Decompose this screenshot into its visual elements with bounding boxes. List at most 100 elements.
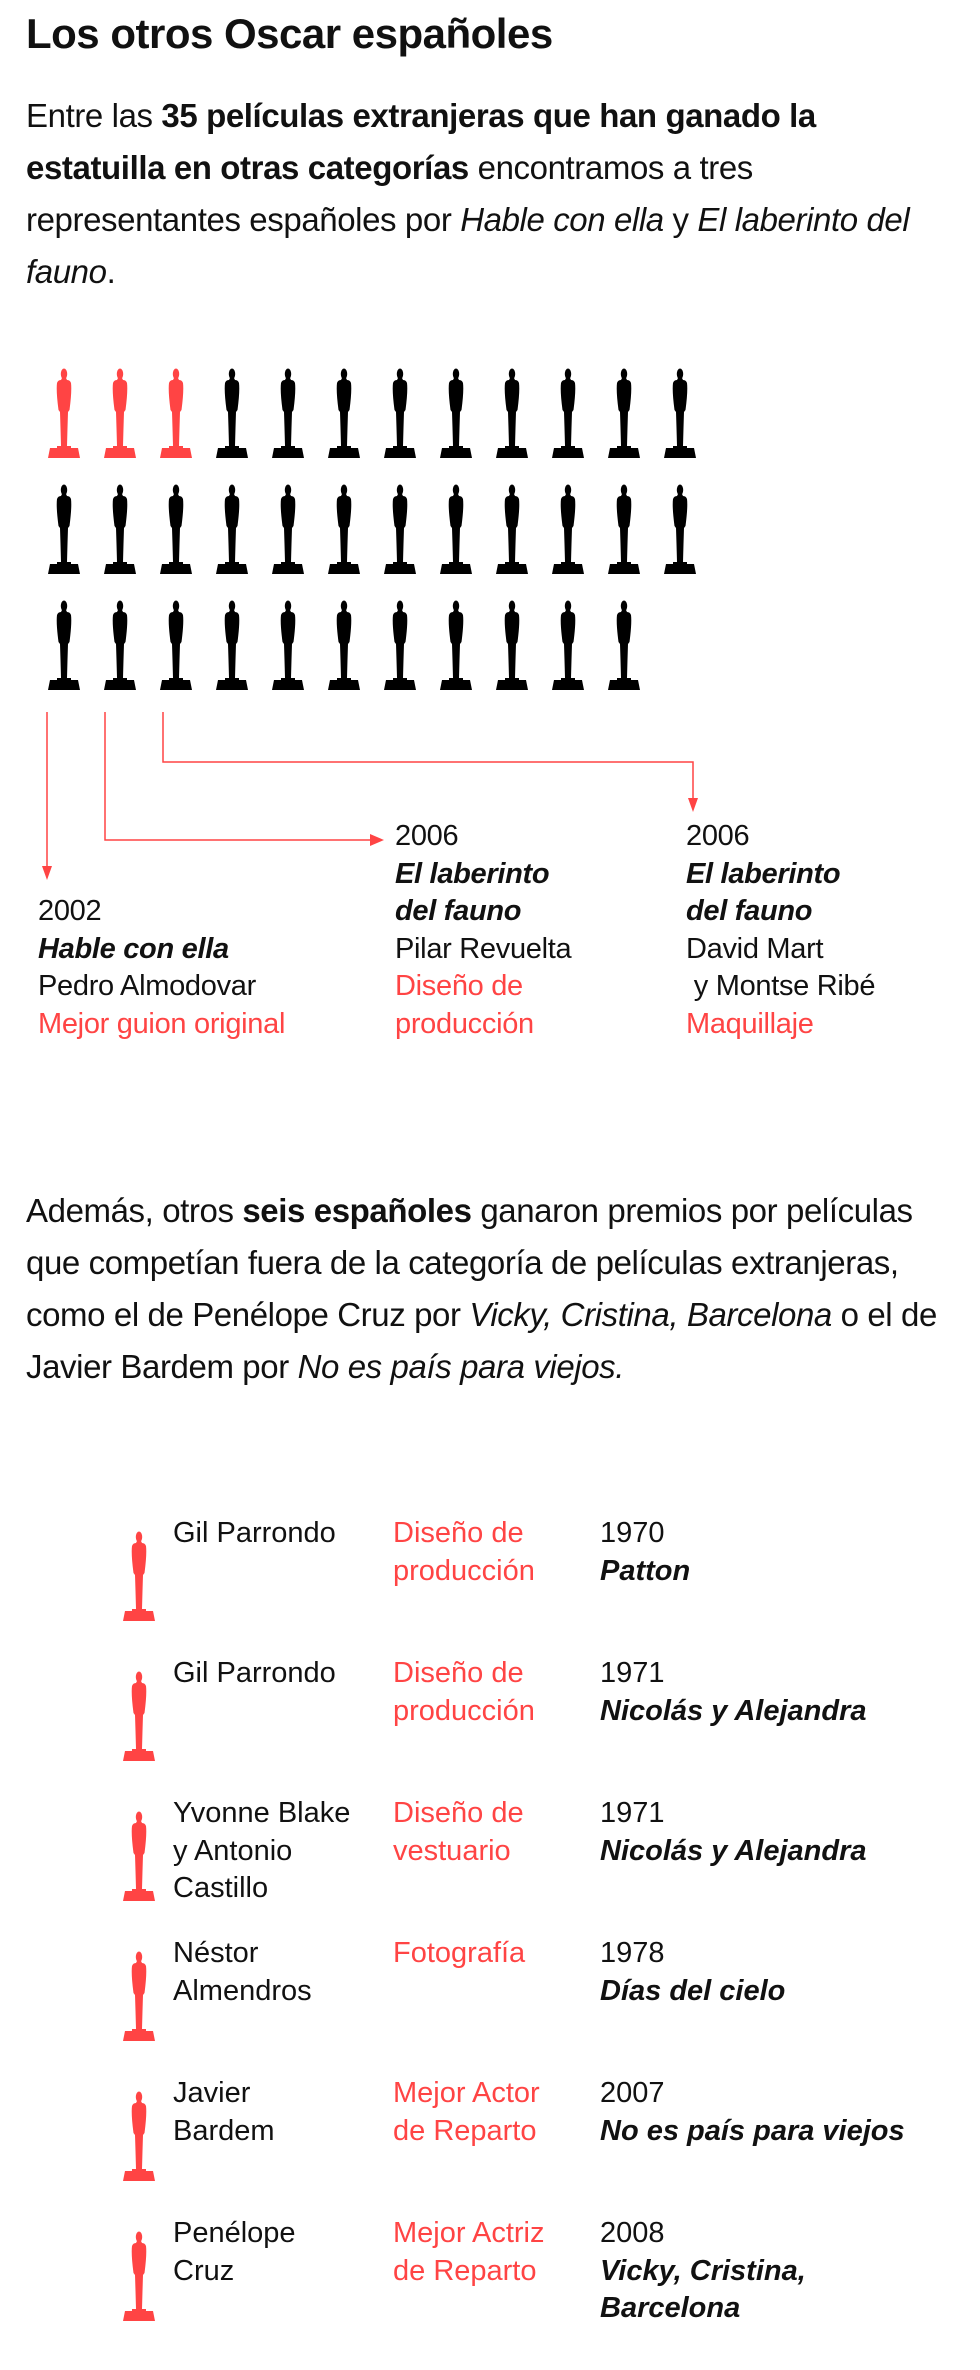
- winner-name: David Mart: [686, 932, 824, 965]
- award-row: Penélope Cruz Mejor Actriz de Reparto 2008 Vi…: [0, 2215, 980, 2355]
- award-category: Diseño de vestuario: [393, 1795, 583, 1870]
- film-title: 1978 Días del cielo: [600, 1935, 960, 2010]
- intro-text: y: [663, 201, 698, 238]
- winner-name: y Montse Ribé: [686, 970, 876, 1002]
- arrow-head-1: [42, 866, 52, 880]
- award-category: Mejor Actor de Reparto: [393, 2075, 583, 2150]
- award-year: 1971: [600, 1657, 665, 1689]
- winner-name-line: Néstor: [173, 1937, 259, 1969]
- film-title: del fauno: [686, 895, 813, 927]
- winner-name-line: Bardem: [173, 2114, 275, 2147]
- para-bold: seis españoles: [242, 1192, 472, 1229]
- award-category-line: Mejor Actor: [393, 2077, 540, 2109]
- award-year: 1970: [600, 1517, 665, 1549]
- oscar-icon: [123, 1531, 155, 1621]
- winner-name: Penélope Cruz: [173, 2215, 373, 2290]
- award-year: 2006: [395, 820, 459, 852]
- award-row: Néstor Almendros Fotografía 1978 Días del ci…: [0, 1935, 980, 2075]
- highlight-block-2002: 2002 Hable con ella Pedro Almodovar Mejo…: [38, 893, 285, 1043]
- film-title-line: Vicky, Cristina,: [600, 2254, 806, 2287]
- para-text: o el de Javier Bardem por: [26, 1296, 937, 1385]
- award-year: 2008: [600, 2217, 665, 2249]
- para-film: Vicky, Cristina, Barcelona: [469, 1296, 832, 1333]
- winner-name: Javier Bardem: [173, 2075, 373, 2150]
- award-category: Fotografía: [393, 1935, 583, 1973]
- highlight-block-2006-production: 2006 El laberinto del fauno Pilar Revuel…: [395, 818, 572, 1043]
- award-category-line: Mejor Actriz: [393, 2217, 545, 2249]
- film-title-line: Nicolás y Alejandra: [600, 1694, 867, 1727]
- spanish-awards-list: Gil Parrondo Diseño de producción 1970 Patto…: [0, 1515, 980, 2355]
- film-title: 2008 Vicky, Cristina, Barcelona: [600, 2215, 960, 2328]
- winner-name: Pilar Revuelta: [395, 932, 572, 965]
- winner-name: Gil Parrondo: [173, 1515, 373, 1553]
- award-category: Diseño de producción: [393, 1515, 583, 1590]
- second-paragraph: Además, otros seis españoles ganaron pre…: [26, 1185, 946, 1393]
- arrow-line-2: [104, 712, 372, 841]
- film-title: 1971 Nicolás y Alejandra: [600, 1795, 960, 1870]
- film-title-line: No es país para viejos: [600, 2114, 905, 2147]
- page-title: Los otros Oscar españoles: [26, 10, 553, 57]
- award-category-line: Diseño de: [393, 1517, 524, 1549]
- award-year: 2007: [600, 2077, 665, 2109]
- award-row: Javier Bardem Mejor Actor de Reparto 2007 No …: [0, 2075, 980, 2215]
- para-text: Además, otros: [26, 1192, 243, 1229]
- award-year: 1978: [600, 1937, 665, 1969]
- intro-text: Entre las: [26, 97, 162, 134]
- award-category-line: Diseño de: [393, 1797, 524, 1829]
- arrow-head-2: [370, 834, 384, 846]
- film-title: El laberinto: [395, 857, 550, 890]
- award-year: 1971: [600, 1797, 665, 1829]
- film-title: del fauno: [395, 895, 522, 927]
- winner-name-line: y Antonio: [173, 1834, 293, 1867]
- oscar-icon: [123, 2091, 155, 2181]
- award-row: Gil Parrondo Diseño de producción 1971 Nicol…: [0, 1655, 980, 1795]
- award-row: Yvonne Blake y Antonio Castillo Diseño de ve…: [0, 1795, 980, 1935]
- film-title-line: Nicolás y Alejandra: [600, 1834, 867, 1867]
- film-title-line: Barcelona: [600, 2292, 741, 2324]
- intro-film: El laberinto del fauno: [26, 201, 910, 290]
- intro-text: encontramos a tres representantes españo…: [26, 149, 753, 238]
- winner-name-line: Cruz: [173, 2254, 235, 2287]
- winner-name: Yvonne Blake y Antonio Castillo: [173, 1795, 373, 1908]
- winner-name: Pedro Almodovar: [38, 970, 256, 1002]
- award-category: Mejor Actriz de Reparto: [393, 2215, 583, 2290]
- award-category-line: producción: [393, 1554, 535, 1587]
- film-title: 2007 No es país para viejos: [600, 2075, 960, 2150]
- winner-name-line: Castillo: [173, 1872, 269, 1904]
- intro-film: Hable con ella: [460, 201, 664, 238]
- award-category-line: vestuario: [393, 1834, 511, 1867]
- winner-name-line: Gil Parrondo: [173, 1657, 336, 1689]
- award-row: Gil Parrondo Diseño de producción 1970 Patto…: [0, 1515, 980, 1655]
- oscar-icon: [123, 1811, 155, 1901]
- oscar-icon: [123, 1951, 155, 2041]
- award-category: Mejor guion original: [38, 1007, 286, 1040]
- award-category: Diseño de producción: [393, 1655, 583, 1730]
- film-title: Hable con ella: [38, 932, 229, 965]
- film-title: 1970 Patton: [600, 1515, 960, 1590]
- para-film: No es país para viejos.: [297, 1348, 625, 1385]
- film-title-line: Días del cielo: [600, 1974, 786, 2007]
- arrow-line-3: [162, 712, 694, 800]
- award-category-line: de Reparto: [393, 2254, 537, 2287]
- winner-name: Gil Parrondo: [173, 1655, 373, 1693]
- award-category: Diseño de: [395, 970, 523, 1002]
- award-category-line: producción: [393, 1694, 535, 1727]
- winner-name-line: Almendros: [173, 1974, 312, 2007]
- connector-arrows: [42, 712, 698, 880]
- arrow-head-3: [688, 798, 698, 812]
- winner-name-line: Gil Parrondo: [173, 1517, 336, 1549]
- award-category-line: Diseño de: [393, 1657, 524, 1689]
- award-category: producción: [395, 1007, 534, 1040]
- oscar-icon: [123, 1671, 155, 1761]
- intro-bold: 35 películas extranjeras que han ganado …: [26, 97, 816, 186]
- highlight-block-2006-makeup: 2006 El laberinto del fauno David Mart y…: [686, 818, 876, 1043]
- film-title: 1971 Nicolás y Alejandra: [600, 1655, 960, 1730]
- award-category-line: Fotografía: [393, 1937, 526, 1969]
- film-title-line: Patton: [600, 1554, 691, 1587]
- intro-paragraph: Entre las 35 películas extranjeras que h…: [26, 90, 946, 298]
- award-year: 2002: [38, 895, 102, 927]
- intro-text: .: [106, 253, 116, 290]
- award-category-line: de Reparto: [393, 2114, 537, 2147]
- award-category: Maquillaje: [686, 1007, 814, 1040]
